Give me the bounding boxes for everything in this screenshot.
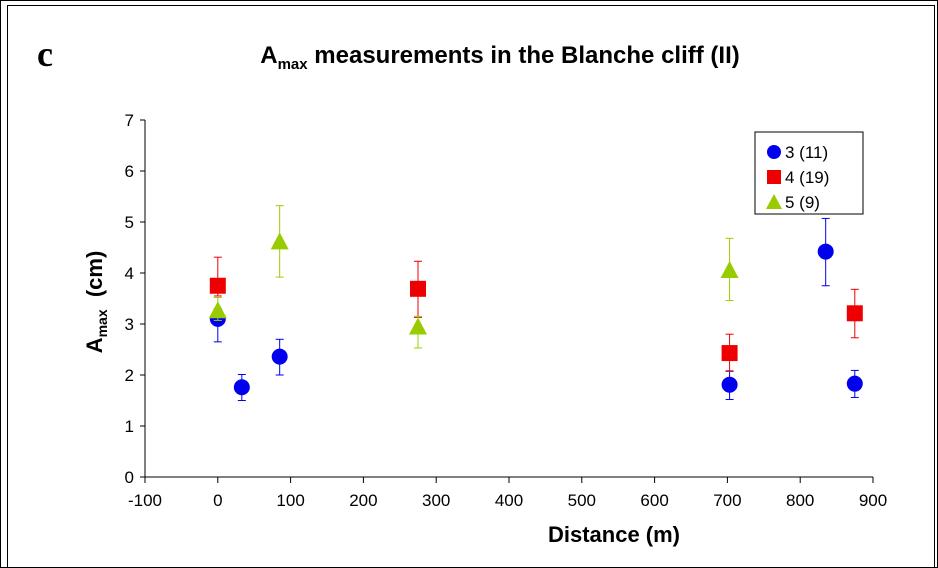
y-tick-label: 7 [125, 111, 134, 130]
data-point [410, 280, 426, 297]
data-point [720, 260, 739, 278]
x-tick-label: 300 [422, 491, 450, 510]
y-tick-label: 2 [125, 366, 134, 385]
legend-marker [767, 170, 781, 184]
x-tick-label: 100 [276, 491, 304, 510]
data-point [409, 317, 427, 335]
data-point [271, 348, 288, 365]
y-tick-label: 1 [125, 417, 134, 436]
chart-title-subscript: max [277, 56, 308, 73]
data-point [209, 277, 226, 294]
data-point [846, 375, 863, 392]
x-axis-label: Distance (m) [547, 522, 681, 547]
x-tick-label: 400 [495, 491, 523, 510]
data-point [846, 305, 863, 322]
y-tick-label: 6 [125, 162, 134, 181]
data-point [270, 232, 289, 250]
data-point [208, 301, 227, 319]
x-tick-label: 0 [213, 491, 222, 510]
data-point [721, 376, 738, 393]
x-tick-label: 700 [713, 491, 741, 510]
figure-inner-frame [7, 5, 935, 567]
chart-title-main: A [260, 42, 278, 69]
data-point [233, 379, 250, 396]
x-tick-label: -100 [128, 491, 162, 510]
chart-title: Amax measurements in the Blanche cliff (… [0, 42, 938, 73]
panel-letter: c [37, 34, 53, 74]
x-tick-label: 900 [859, 491, 887, 510]
y-tick-label: 0 [125, 468, 134, 487]
x-tick-label: 600 [640, 491, 668, 510]
data-point [721, 345, 738, 362]
y-tick-label: 4 [125, 264, 134, 283]
legend-marker [767, 145, 781, 159]
x-tick-label: 800 [786, 491, 814, 510]
x-tick-label: 500 [568, 491, 596, 510]
y-tick-label: 5 [125, 213, 134, 232]
data-point [817, 243, 834, 260]
legend-label: 4 (19) [785, 168, 829, 187]
legend-label: 5 (9) [785, 193, 820, 212]
legend-label: 3 (11) [785, 143, 828, 162]
legend-marker [766, 194, 782, 209]
y-tick-label: 3 [125, 315, 134, 334]
x-tick-label: 200 [349, 491, 377, 510]
chart-title-rest: measurements in the Blanche cliff (II) [307, 42, 740, 69]
